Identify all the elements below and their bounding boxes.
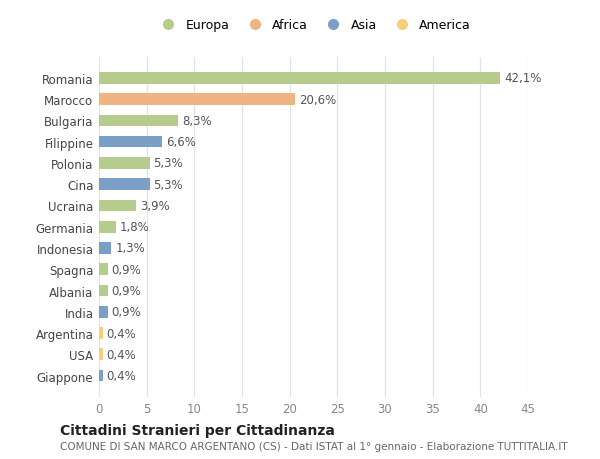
Bar	[99, 370, 103, 381]
Text: 20,6%: 20,6%	[299, 93, 337, 106]
Text: 1,8%: 1,8%	[120, 221, 150, 234]
Text: 8,3%: 8,3%	[182, 115, 212, 128]
Bar	[99, 136, 162, 148]
Text: 0,4%: 0,4%	[107, 369, 136, 382]
Text: 0,9%: 0,9%	[112, 263, 141, 276]
Text: 0,4%: 0,4%	[107, 327, 136, 340]
Text: 0,9%: 0,9%	[112, 306, 141, 319]
Bar	[99, 115, 178, 127]
Text: COMUNE DI SAN MARCO ARGENTANO (CS) - Dati ISTAT al 1° gennaio - Elaborazione TUT: COMUNE DI SAN MARCO ARGENTANO (CS) - Dat…	[60, 441, 568, 451]
Bar	[99, 243, 112, 254]
Bar	[99, 285, 107, 297]
Text: 6,6%: 6,6%	[166, 136, 196, 149]
Text: 42,1%: 42,1%	[504, 72, 542, 85]
Bar	[99, 94, 295, 106]
Bar	[99, 327, 103, 339]
Bar	[99, 221, 116, 233]
Bar	[99, 158, 149, 169]
Text: 5,3%: 5,3%	[154, 157, 183, 170]
Text: 0,4%: 0,4%	[107, 348, 136, 361]
Bar	[99, 200, 136, 212]
Legend: Europa, Africa, Asia, America: Europa, Africa, Asia, America	[156, 19, 471, 33]
Bar	[99, 179, 149, 190]
Text: Cittadini Stranieri per Cittadinanza: Cittadini Stranieri per Cittadinanza	[60, 423, 335, 437]
Text: 5,3%: 5,3%	[154, 178, 183, 191]
Bar	[99, 264, 107, 275]
Text: 3,9%: 3,9%	[140, 200, 170, 213]
Text: 0,9%: 0,9%	[112, 285, 141, 297]
Bar	[99, 306, 107, 318]
Bar	[99, 349, 103, 360]
Bar	[99, 73, 500, 84]
Text: 1,3%: 1,3%	[115, 242, 145, 255]
